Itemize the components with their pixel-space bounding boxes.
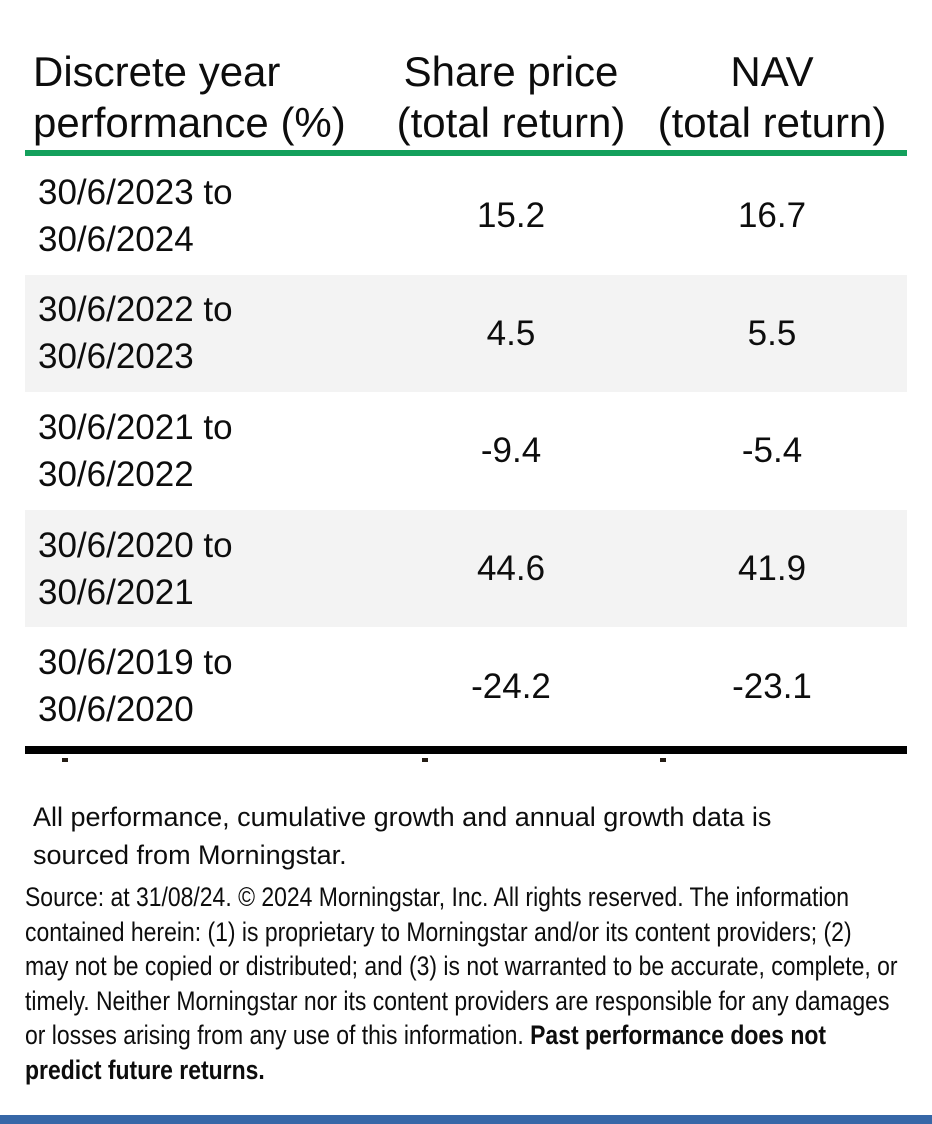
disclaimer-line: contained herein: (1) is proprietary to … bbox=[25, 916, 852, 947]
table-row: 30/6/2019 to 30/6/2020 -24.2 -23.1 bbox=[25, 627, 907, 745]
header-underline-rule bbox=[25, 150, 907, 156]
disclaimer-line: timely. Neither Morningstar nor its cont… bbox=[25, 985, 890, 1016]
period-cell: 30/6/2019 to 30/6/2020 bbox=[25, 639, 385, 733]
nav-value: 5.5 bbox=[747, 313, 797, 353]
cropped-text-fragment bbox=[660, 758, 666, 762]
header-col3-line2: (total return) bbox=[657, 99, 887, 146]
period-line1: 30/6/2023 to bbox=[38, 172, 233, 212]
table-row: 30/6/2023 to 30/6/2024 15.2 16.7 bbox=[25, 157, 907, 275]
period-line2: 30/6/2022 bbox=[38, 454, 194, 494]
period-cell: 30/6/2021 to 30/6/2022 bbox=[25, 404, 385, 498]
disclaimer-line: Source: at 31/08/24. © 2024 Morningstar,… bbox=[25, 882, 850, 912]
period-cell: 30/6/2022 to 30/6/2023 bbox=[25, 286, 385, 380]
table-row: 30/6/2022 to 30/6/2023 4.5 5.5 bbox=[25, 274, 907, 393]
share-price-value: 15.2 bbox=[476, 196, 546, 236]
header-col2-line2: (total return) bbox=[396, 99, 626, 146]
nav-value: -23.1 bbox=[732, 666, 812, 706]
performance-table-body: 30/6/2023 to 30/6/2024 15.2 16.7 30/6/20… bbox=[25, 157, 907, 745]
period-cell: 30/6/2023 to 30/6/2024 bbox=[25, 169, 385, 263]
share-price-value: 44.6 bbox=[476, 549, 546, 589]
period-cell: 30/6/2020 to 30/6/2021 bbox=[25, 522, 385, 616]
disclaimer-line: or losses arising from any use of this i… bbox=[25, 1020, 827, 1051]
period-line2: 30/6/2024 bbox=[38, 219, 194, 259]
performance-source-note: All performance, cumulative growth and a… bbox=[33, 798, 893, 874]
table-header: Discrete year performance (%) Share pric… bbox=[25, 46, 907, 148]
header-col1-line1: Discrete year bbox=[33, 48, 281, 95]
header-col2-line1: Share price bbox=[403, 48, 619, 95]
disclaimer-line: may not be copied or distributed; and (3… bbox=[25, 951, 898, 982]
period-line1: 30/6/2020 to bbox=[38, 525, 233, 565]
period-line1: 30/6/2021 to bbox=[38, 407, 233, 447]
nav-value: 16.7 bbox=[737, 196, 807, 236]
header-share-price: Share price (total return) bbox=[385, 46, 637, 148]
note-line1: All performance, cumulative growth and a… bbox=[33, 802, 772, 832]
cropped-text-fragment bbox=[62, 758, 68, 762]
share-price-value: -9.4 bbox=[480, 431, 542, 471]
footer-accent-bar bbox=[0, 1115, 932, 1124]
header-nav: NAV (total return) bbox=[637, 46, 907, 148]
period-line2: 30/6/2020 bbox=[38, 690, 194, 730]
note-line2: sourced from Morningstar. bbox=[33, 840, 347, 870]
header-discrete-year-performance: Discrete year performance (%) bbox=[25, 46, 385, 148]
table-bottom-rule bbox=[25, 746, 907, 754]
morningstar-disclaimer: Source: at 31/08/24. © 2024 Morningstar,… bbox=[25, 880, 898, 1088]
cropped-text-fragment bbox=[422, 758, 428, 762]
period-line2: 30/6/2023 bbox=[38, 337, 194, 377]
header-col3-line1: NAV bbox=[730, 48, 814, 95]
nav-value: -5.4 bbox=[741, 431, 803, 471]
share-price-value: -24.2 bbox=[471, 666, 551, 706]
table-row: 30/6/2021 to 30/6/2022 -9.4 -5.4 bbox=[25, 392, 907, 510]
disclaimer-line: predict future returns. bbox=[25, 1054, 265, 1085]
period-line2: 30/6/2021 bbox=[38, 572, 194, 612]
period-line1: 30/6/2019 to bbox=[38, 643, 233, 683]
table-row: 30/6/2020 to 30/6/2021 44.6 41.9 bbox=[25, 509, 907, 628]
nav-value: 41.9 bbox=[737, 549, 807, 589]
share-price-value: 4.5 bbox=[486, 313, 536, 353]
period-line1: 30/6/2022 to bbox=[38, 290, 233, 330]
header-col1-line2: performance (%) bbox=[33, 99, 346, 146]
